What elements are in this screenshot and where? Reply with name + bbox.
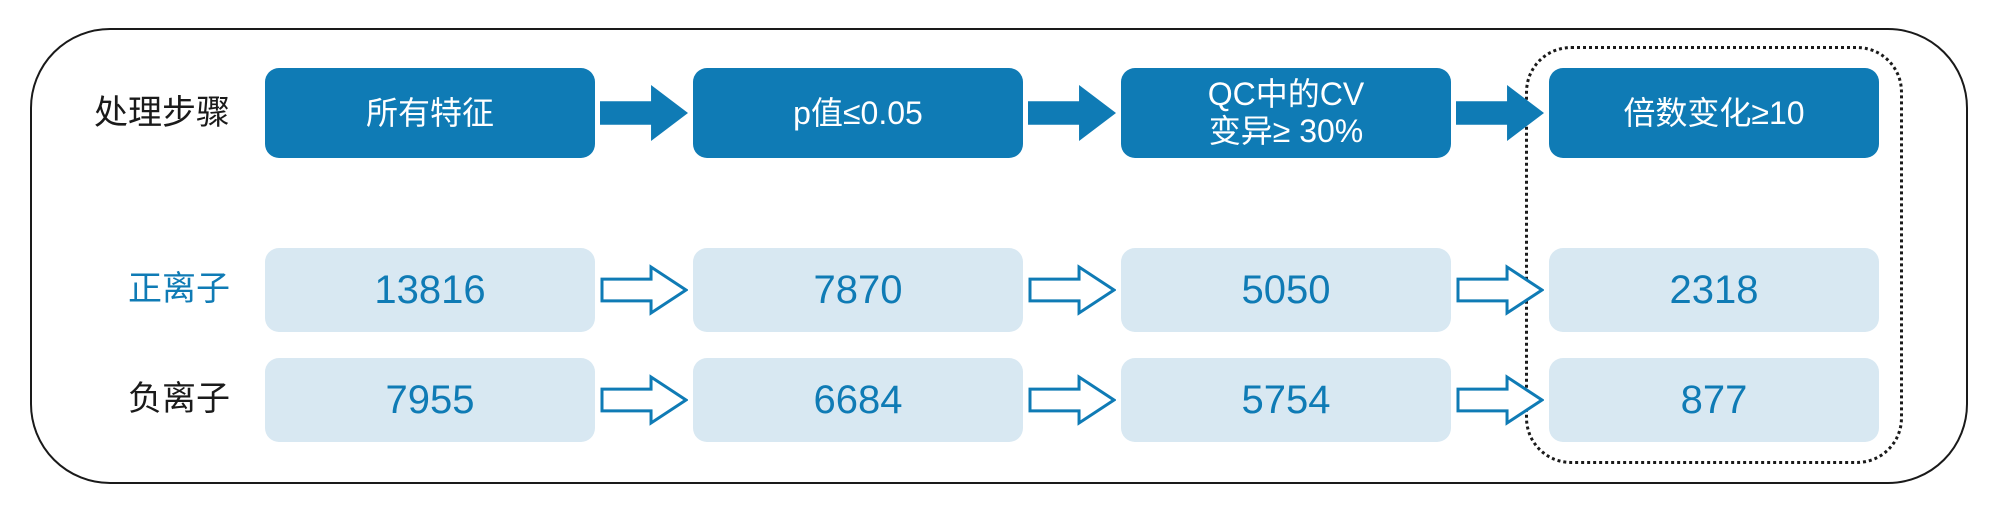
arrow-outline-icon xyxy=(1456,374,1544,431)
header-text-line1: 所有特征 xyxy=(366,95,494,132)
header-text-line1: 倍数变化≥10 xyxy=(1623,95,1804,132)
header-cell-3: 倍数变化≥10 xyxy=(1549,68,1879,158)
value-cell-pos-3: 2318 xyxy=(1549,248,1879,332)
value-cell-neg-3: 877 xyxy=(1549,358,1879,442)
arrow-solid-icon xyxy=(1028,85,1116,146)
value-cell-pos-2: 5050 xyxy=(1121,248,1451,332)
arrow-outline-icon xyxy=(1456,264,1544,321)
arrow-solid-icon xyxy=(1456,85,1544,146)
header-cell-0: 所有特征 xyxy=(265,68,595,158)
arrow-solid-icon xyxy=(600,85,688,146)
value-cell-pos-1: 7870 xyxy=(693,248,1023,332)
header-cell-1: p值≤0.05 xyxy=(693,68,1023,158)
arrow-outline-icon xyxy=(1028,374,1116,431)
header-cell-2: QC中的CV变异≥ 30% xyxy=(1121,68,1451,158)
arrow-outline-icon xyxy=(600,374,688,431)
row-label-negative: 负离子 xyxy=(60,382,230,416)
row-label-steps: 处理步骤 xyxy=(60,96,230,130)
arrow-outline-icon xyxy=(600,264,688,321)
row-label-positive: 正离子 xyxy=(60,272,230,306)
arrow-outline-icon xyxy=(1028,264,1116,321)
header-text-line2: 变异≥ 30% xyxy=(1208,113,1364,150)
value-cell-neg-0: 7955 xyxy=(265,358,595,442)
value-cell-pos-0: 13816 xyxy=(265,248,595,332)
header-text-line1: QC中的CV xyxy=(1208,76,1364,113)
diagram-canvas: 处理步骤 正离子 负离子 所有特征 13816 7955 p值≤0.05 7870 66… xyxy=(0,0,2000,513)
header-text-line1: p值≤0.05 xyxy=(793,95,923,132)
value-cell-neg-2: 5754 xyxy=(1121,358,1451,442)
value-cell-neg-1: 6684 xyxy=(693,358,1023,442)
